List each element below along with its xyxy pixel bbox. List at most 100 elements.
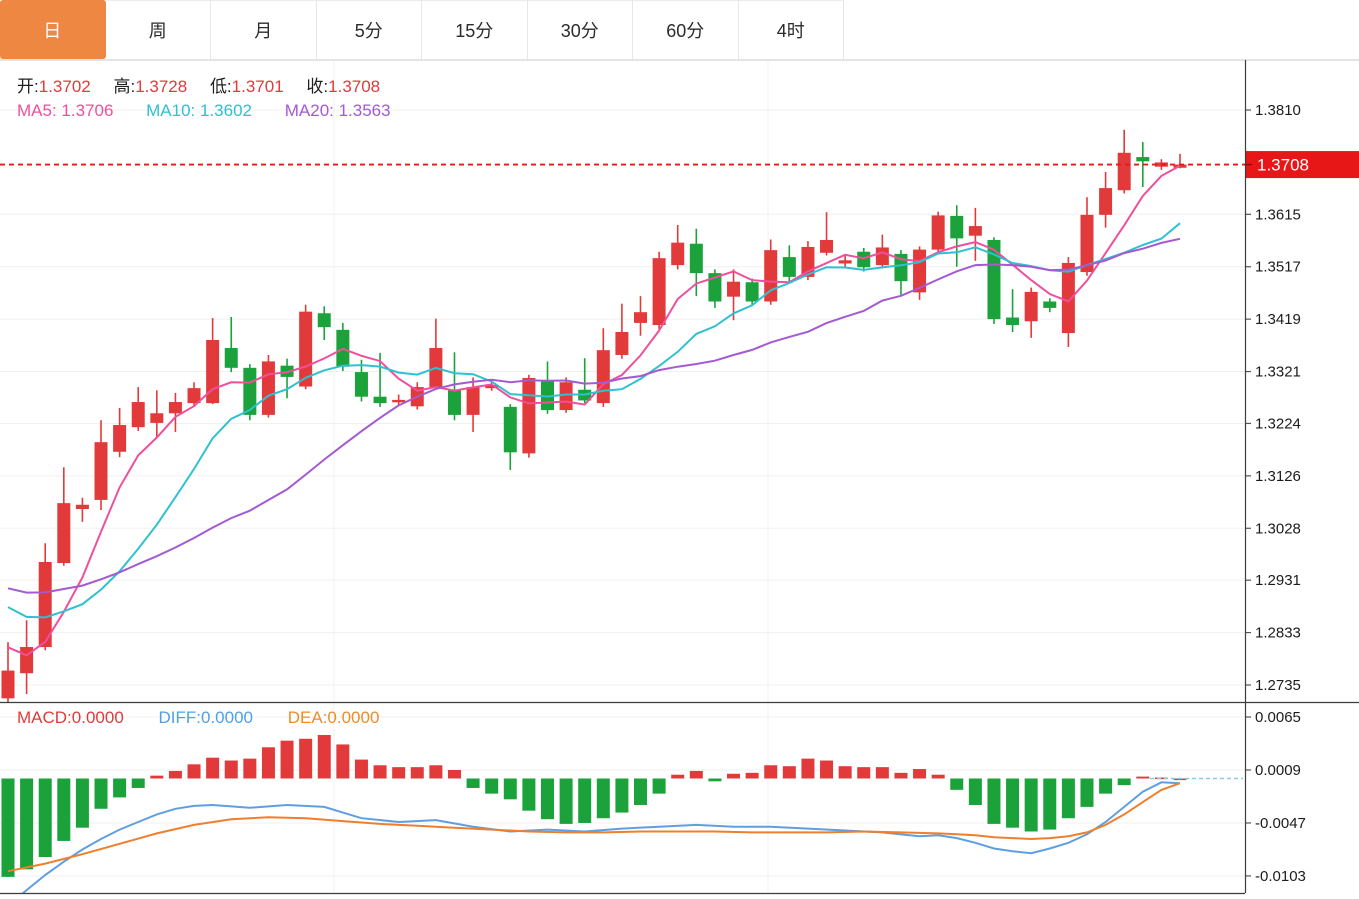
dea-line — [7, 782, 1181, 873]
candle-body — [317, 313, 331, 328]
macd-panel — [1, 734, 1243, 893]
candle-body — [615, 331, 629, 355]
macd-bar — [596, 778, 610, 819]
macd-bar — [634, 778, 648, 805]
macd-bar — [559, 778, 573, 824]
candle-body — [485, 384, 499, 389]
candle-body — [503, 406, 517, 453]
macd-bar — [689, 770, 703, 779]
price-panel — [1, 129, 1187, 702]
axis-tick-label: 1.3126 — [1255, 468, 1301, 485]
ma5-line — [7, 164, 1181, 657]
axis-tick-label: 1.2833 — [1255, 625, 1301, 642]
macd-bar — [280, 740, 294, 779]
macd-bar — [1154, 777, 1168, 780]
candle-body — [652, 258, 666, 326]
macd-bar — [20, 778, 34, 870]
candle-body — [1136, 157, 1150, 162]
macd-bar — [857, 767, 871, 779]
macd-bar — [1080, 778, 1094, 807]
candle-body — [782, 257, 796, 277]
candle-body — [820, 239, 834, 253]
candle-body — [187, 388, 201, 404]
candle-body — [1080, 214, 1094, 273]
candle-body — [354, 372, 368, 397]
macd-bar — [168, 770, 182, 779]
ma10-line — [7, 222, 1181, 619]
macd-bar — [987, 778, 1001, 824]
axis-tick-label: 1.2735 — [1255, 677, 1301, 694]
candles-layer — [1, 129, 1187, 702]
axis-tick-label: 1.3321 — [1255, 364, 1301, 381]
candle-body — [150, 413, 164, 423]
macd-bar — [522, 778, 536, 811]
macd-bar — [1024, 778, 1038, 832]
macd-bar — [708, 778, 722, 782]
macd-bar — [243, 758, 257, 779]
gridlines-layer — [0, 60, 1245, 893]
candle-body — [950, 215, 964, 239]
tab-daily[interactable]: 日 — [0, 0, 106, 59]
tab-weekly[interactable]: 周 — [105, 0, 211, 59]
macd-bar — [1043, 778, 1057, 830]
candle-body — [1117, 152, 1131, 191]
tab-monthly[interactable]: 月 — [211, 0, 317, 59]
macd-bar — [354, 759, 368, 779]
tab-30min[interactable]: 30分 — [527, 0, 633, 59]
macd-bar — [94, 778, 108, 809]
candle-body — [968, 226, 982, 236]
candle-body — [689, 243, 703, 274]
macd-bar — [1061, 778, 1075, 819]
macd-bar — [782, 766, 796, 779]
candle-body — [727, 281, 741, 297]
tab-60min[interactable]: 60分 — [633, 0, 739, 59]
candle-body — [261, 361, 275, 415]
macd-bar — [615, 778, 629, 813]
axis-tick-label: 1.3810 — [1255, 102, 1301, 119]
macd-bar — [931, 774, 945, 779]
macd-bar — [38, 778, 52, 858]
right-axis: 1.3810 1.3615 1.3517 1.3419 1.3321 1.3224 1.31… — [1245, 102, 1359, 885]
macd-bar — [410, 767, 424, 779]
candle-body — [113, 425, 127, 452]
macd-bar — [671, 774, 685, 779]
tab-4hour[interactable]: 4时 — [738, 0, 844, 59]
macd-bar — [206, 757, 220, 779]
macd-bar — [875, 767, 889, 779]
candle-body — [671, 242, 685, 266]
axis-tick-label: 1.3517 — [1255, 259, 1301, 276]
candle-body — [75, 504, 89, 510]
macd-bar — [261, 747, 275, 779]
macd-bar — [1173, 778, 1187, 781]
candle-body — [838, 260, 852, 264]
candle-body — [708, 273, 722, 302]
macd-bar — [1099, 778, 1113, 794]
candle-body — [1006, 317, 1020, 326]
axis-tick-label: -0.0047 — [1255, 815, 1306, 832]
candle-body — [745, 282, 759, 302]
ma20-line — [7, 237, 1181, 594]
macd-bar — [57, 778, 71, 841]
macd-bar — [224, 760, 238, 779]
svg-text:1.3708: 1.3708 — [1257, 156, 1309, 175]
macd-bar — [447, 769, 461, 779]
candle-body — [1, 670, 15, 699]
macd-bar — [968, 778, 982, 805]
candle-body — [243, 367, 257, 415]
axis-tick-label: 1.3615 — [1255, 206, 1301, 223]
macd-bar — [801, 758, 815, 779]
macd-bar — [187, 764, 201, 779]
candle-body — [1024, 291, 1038, 322]
macd-bar — [113, 778, 127, 798]
tab-15min[interactable]: 15分 — [422, 0, 528, 59]
macd-bar — [745, 772, 759, 779]
tab-5min[interactable]: 5分 — [316, 0, 422, 59]
macd-bar — [336, 744, 350, 779]
macd-bar — [485, 778, 499, 794]
macd-bar — [503, 778, 517, 800]
macd-bar — [317, 734, 331, 779]
diff-line — [21, 781, 1181, 893]
macd-bar — [429, 765, 443, 779]
macd-bar — [1006, 778, 1020, 828]
